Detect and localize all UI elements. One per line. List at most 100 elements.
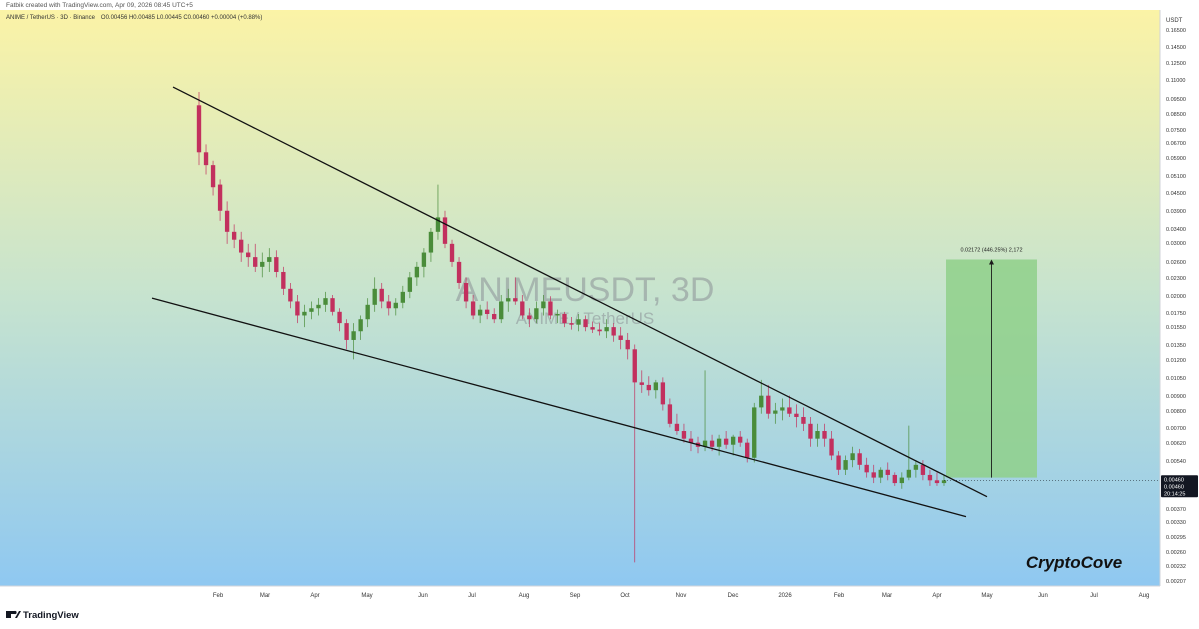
candle-body bbox=[260, 261, 265, 267]
candle bbox=[365, 298, 370, 328]
price-tick-label: 0.16500 bbox=[1166, 28, 1186, 34]
candle-body bbox=[688, 438, 694, 443]
candle-body bbox=[295, 301, 300, 316]
candle bbox=[730, 434, 736, 456]
candle bbox=[906, 425, 912, 481]
candle bbox=[899, 472, 905, 489]
candle-body bbox=[681, 431, 687, 439]
candle-body bbox=[850, 453, 855, 461]
candle-body bbox=[899, 477, 905, 484]
candle-body bbox=[639, 382, 644, 385]
candle bbox=[484, 301, 490, 320]
price-tick-label: 0.00295 bbox=[1166, 535, 1186, 541]
candle-body bbox=[196, 105, 202, 153]
candle-body bbox=[414, 266, 420, 278]
candle bbox=[822, 423, 827, 447]
time-tick-label: Jun bbox=[1038, 593, 1048, 599]
candle bbox=[393, 298, 398, 316]
candle-body bbox=[267, 257, 272, 262]
price-tick-label: 0.05100 bbox=[1166, 174, 1186, 180]
candle-body bbox=[393, 302, 398, 309]
candle bbox=[449, 239, 455, 267]
candle-body bbox=[520, 301, 525, 316]
tradingview-brand: TradingView bbox=[23, 610, 79, 621]
candle-body bbox=[730, 436, 736, 445]
price-tick-label: 0.01050 bbox=[1166, 376, 1186, 382]
price-tick-label: 0.11000 bbox=[1166, 78, 1185, 84]
time-tick-label: Feb bbox=[213, 593, 224, 599]
tradingview-logo[interactable]: TradingView bbox=[6, 610, 79, 621]
candle bbox=[323, 291, 328, 312]
candle-body bbox=[913, 464, 919, 470]
candle bbox=[843, 455, 848, 475]
candle bbox=[477, 304, 483, 324]
candle bbox=[253, 243, 258, 272]
candles-group[interactable] bbox=[196, 92, 947, 563]
candle-body bbox=[660, 382, 666, 405]
candle bbox=[217, 179, 223, 221]
price-tick-label: 0.01750 bbox=[1166, 311, 1186, 317]
candle bbox=[794, 404, 799, 428]
time-tick-label: Apr bbox=[310, 593, 319, 599]
watermark-symbol: ANIMEUSDT, 3D bbox=[456, 271, 715, 309]
candle bbox=[541, 294, 546, 316]
trendlines-group[interactable] bbox=[151, 86, 988, 518]
price-tick-label: 0.01350 bbox=[1166, 343, 1186, 349]
candle-body bbox=[829, 438, 834, 456]
candle bbox=[442, 210, 448, 249]
candle bbox=[309, 301, 314, 320]
candle-body bbox=[878, 469, 883, 478]
candle bbox=[260, 252, 265, 278]
candle-body bbox=[386, 301, 391, 309]
price-tick-label: 0.08500 bbox=[1166, 112, 1186, 118]
time-tick-label: Jul bbox=[468, 593, 476, 599]
candle-body bbox=[337, 311, 342, 324]
candle bbox=[569, 316, 574, 330]
price-tick-label: 0.00260 bbox=[1166, 550, 1186, 556]
candle bbox=[316, 298, 321, 316]
candle-body bbox=[302, 311, 307, 316]
price-tick-label: 0.02300 bbox=[1166, 276, 1186, 282]
candle bbox=[527, 308, 532, 328]
candle bbox=[386, 294, 391, 316]
candle-body bbox=[463, 282, 469, 302]
target-projection[interactable]: 0.02172 (446.25%) 2,172 bbox=[946, 247, 1037, 478]
candle bbox=[492, 308, 497, 324]
time-tick-label: Aug bbox=[519, 593, 530, 599]
price-tick-label: 0.01550 bbox=[1166, 325, 1186, 331]
symbol-info: ANIME / TetherUS · 3D · Binance bbox=[6, 15, 96, 21]
time-tick-label: May bbox=[981, 593, 992, 599]
candle-body bbox=[625, 339, 630, 350]
candle-body bbox=[492, 313, 497, 320]
price-tick-label: 0.00370 bbox=[1166, 507, 1186, 513]
price-tick-label: 0.00800 bbox=[1166, 409, 1186, 415]
candle-body bbox=[238, 239, 244, 253]
candle-body bbox=[253, 257, 258, 267]
price-tick-label: 0.00207 bbox=[1166, 579, 1186, 585]
price-axis-unit: USDT bbox=[1166, 18, 1183, 24]
candle-body bbox=[738, 436, 743, 443]
candle bbox=[660, 377, 666, 411]
candle bbox=[344, 319, 349, 350]
candle-body bbox=[632, 349, 637, 383]
candle bbox=[871, 464, 876, 484]
candle-body bbox=[618, 335, 623, 340]
candle bbox=[246, 243, 251, 267]
time-tick-label: Mar bbox=[882, 593, 892, 599]
candle-body bbox=[281, 271, 286, 289]
candle-body bbox=[716, 438, 722, 447]
candle bbox=[829, 431, 834, 461]
candle-body bbox=[885, 469, 890, 475]
candle bbox=[604, 319, 609, 339]
candle-body bbox=[400, 291, 405, 303]
candle bbox=[583, 315, 588, 332]
price-tick-label: 0.00232 bbox=[1166, 564, 1186, 570]
candle-body bbox=[780, 407, 785, 411]
candle-body bbox=[323, 298, 328, 305]
candle-body bbox=[709, 440, 715, 447]
candle bbox=[688, 431, 694, 452]
candle-body bbox=[407, 277, 413, 292]
candle bbox=[773, 402, 778, 424]
price-tick-label: 0.07500 bbox=[1166, 128, 1186, 134]
